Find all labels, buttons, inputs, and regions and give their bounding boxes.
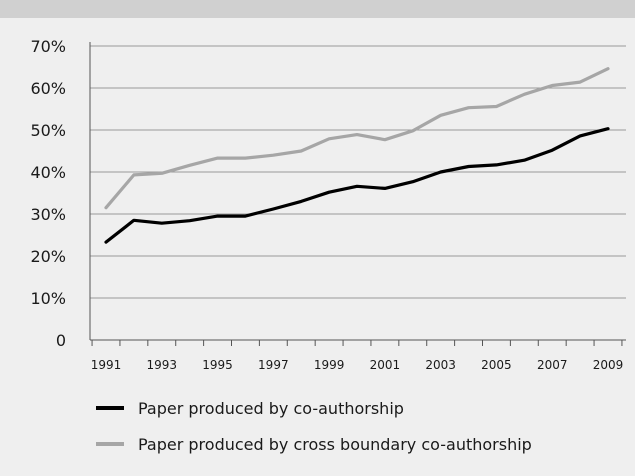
x-tick-label: 2003 <box>425 358 456 372</box>
y-tick-label: 20% <box>30 247 66 266</box>
y-tick-label: 70% <box>30 37 66 56</box>
series-line-cross-boundary <box>104 67 610 210</box>
y-tick-label: 60% <box>30 79 66 98</box>
y-tick-label: 30% <box>30 205 66 224</box>
y-tick-label: 0 <box>56 331 66 350</box>
y-tick-label: 10% <box>30 289 66 308</box>
legend: Paper produced by co-authorship Paper pr… <box>96 398 532 470</box>
legend-swatch-cross-boundary <box>96 442 124 446</box>
legend-swatch-co-authorship <box>96 406 124 410</box>
x-tick-label: 1991 <box>91 358 122 372</box>
x-tick-label: 2005 <box>481 358 512 372</box>
x-tick-label: 2001 <box>370 358 401 372</box>
legend-item-co-authorship: Paper produced by co-authorship <box>96 398 532 418</box>
series-line-co-authorship <box>104 127 610 244</box>
header-band <box>0 0 635 18</box>
x-tick-label: 1995 <box>202 358 233 372</box>
x-tick-label: 1993 <box>147 358 178 372</box>
x-tick-label: 1997 <box>258 358 289 372</box>
y-tick-label: 50% <box>30 121 66 140</box>
legend-label-co-authorship: Paper produced by co-authorship <box>138 398 404 418</box>
line-chart: 0 10% 20% 30% 40% 50% 60% 70% 1991 1993 1995 1997 19… <box>30 37 626 372</box>
legend-item-cross-boundary: Paper produced by cross boundary co-auth… <box>96 434 532 454</box>
x-tick-label: 2007 <box>537 358 568 372</box>
x-tick-label: 1999 <box>314 358 345 372</box>
x-tick-label: 2009 <box>593 358 624 372</box>
legend-label-cross-boundary: Paper produced by cross boundary co-auth… <box>138 434 532 454</box>
y-tick-label: 40% <box>30 163 66 182</box>
